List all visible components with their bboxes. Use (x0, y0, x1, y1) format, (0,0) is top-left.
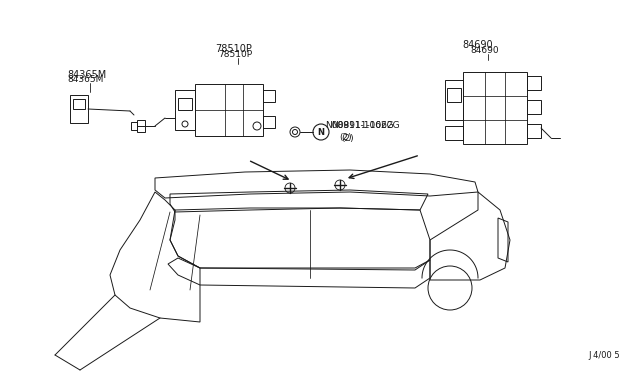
Text: (2): (2) (341, 134, 354, 143)
Text: J 4/00 5: J 4/00 5 (588, 351, 620, 360)
Text: N08911-1062G: N08911-1062G (331, 121, 399, 130)
Text: (2): (2) (339, 133, 351, 142)
Text: 84365M: 84365M (67, 70, 106, 80)
Text: 78510P: 78510P (218, 50, 252, 59)
Text: 78510P: 78510P (215, 44, 252, 54)
Text: 84690: 84690 (462, 40, 493, 50)
Text: 84365M: 84365M (67, 75, 104, 84)
Text: 84690: 84690 (470, 46, 499, 55)
Text: N08911-1062G: N08911-1062G (325, 121, 394, 130)
Text: N: N (317, 128, 324, 137)
